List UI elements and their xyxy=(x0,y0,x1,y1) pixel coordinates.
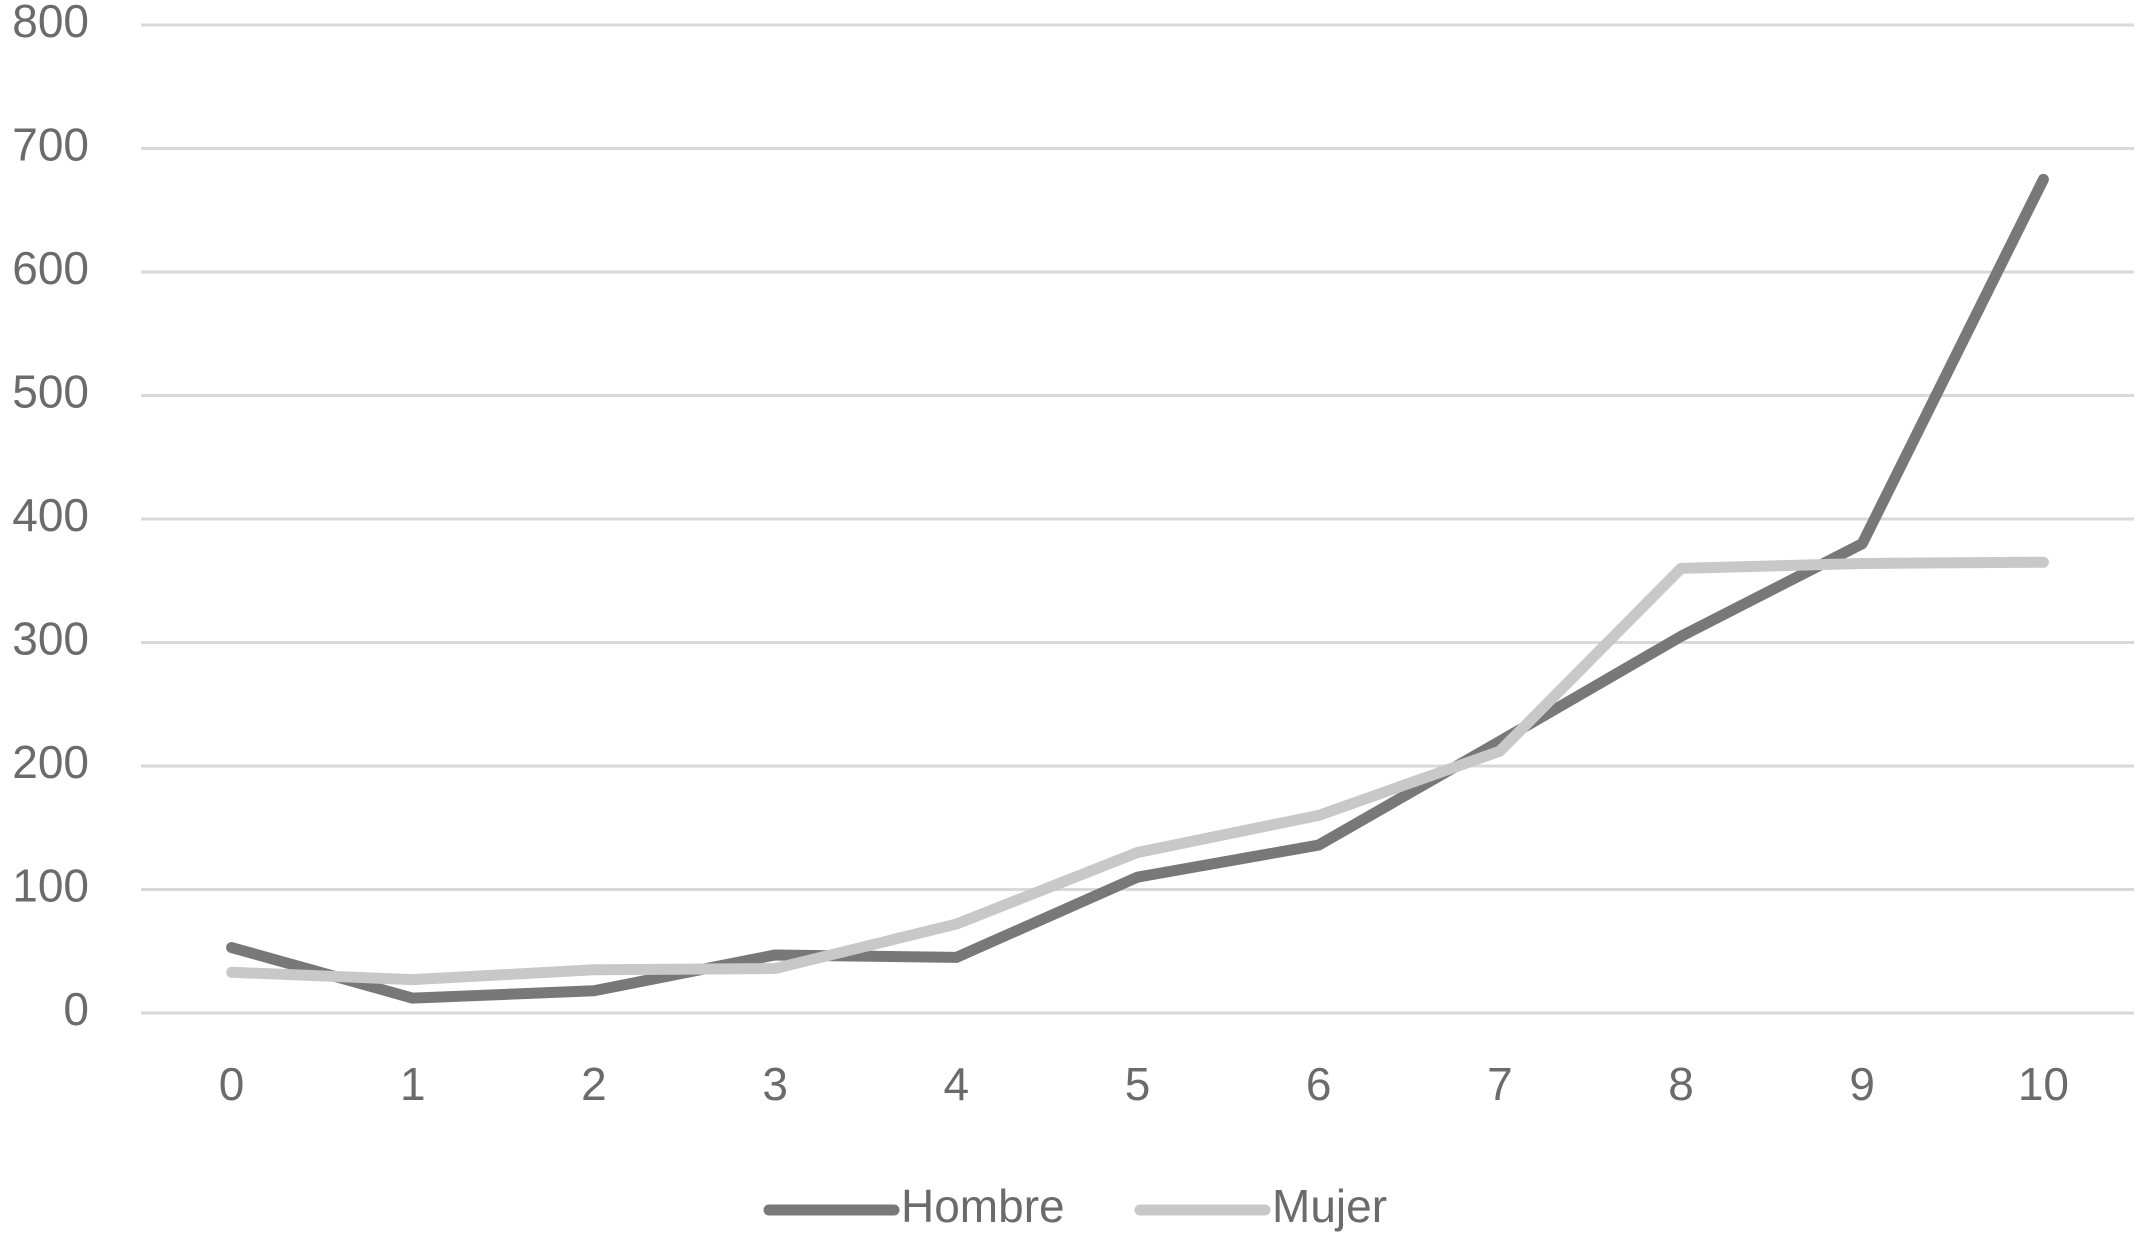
x-tick-label: 6 xyxy=(1306,1058,1332,1110)
y-tick-label: 0 xyxy=(63,983,89,1035)
x-tick-label: 0 xyxy=(219,1058,245,1110)
legend-label: Hombre xyxy=(901,1180,1065,1232)
line-series xyxy=(226,556,2049,986)
x-tick-label: 3 xyxy=(762,1058,788,1110)
x-tick-label: 5 xyxy=(1125,1058,1151,1110)
y-tick-label: 300 xyxy=(12,613,89,665)
y-tick-label: 200 xyxy=(12,736,89,788)
y-tick-label: 800 xyxy=(12,0,89,47)
y-tick-label: 400 xyxy=(12,489,89,541)
x-tick-label: 9 xyxy=(1849,1058,1875,1110)
x-tick-label: 4 xyxy=(944,1058,970,1110)
x-tick-label: 8 xyxy=(1668,1058,1694,1110)
x-tick-label: 1 xyxy=(400,1058,426,1110)
y-tick-label: 100 xyxy=(12,860,89,912)
line-series xyxy=(226,173,2049,1004)
x-tick-label: 7 xyxy=(1487,1058,1513,1110)
y-tick-label: 500 xyxy=(12,366,89,418)
y-tick-label: 600 xyxy=(12,242,89,294)
legend-label: Mujer xyxy=(1272,1180,1387,1232)
x-tick-label: 10 xyxy=(2018,1058,2069,1110)
y-tick-label: 700 xyxy=(12,119,89,171)
x-tick-label: 2 xyxy=(581,1058,607,1110)
